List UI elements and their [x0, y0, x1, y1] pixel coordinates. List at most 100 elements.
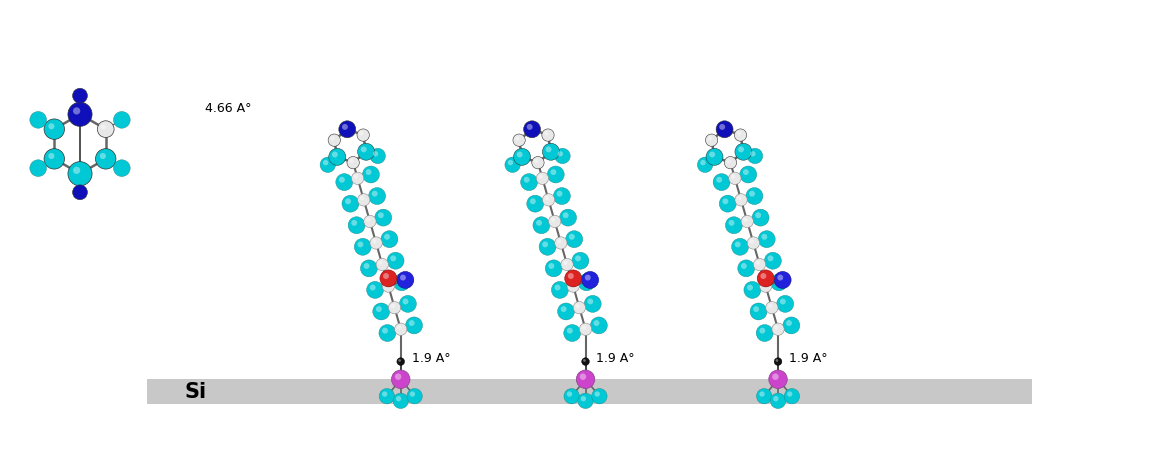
Circle shape — [72, 89, 87, 104]
Circle shape — [399, 296, 416, 313]
Circle shape — [531, 157, 544, 169]
Circle shape — [345, 199, 351, 205]
Circle shape — [393, 274, 411, 291]
Circle shape — [68, 162, 92, 187]
Circle shape — [397, 272, 414, 289]
Circle shape — [584, 296, 601, 313]
Circle shape — [347, 157, 359, 169]
Circle shape — [705, 135, 718, 147]
Circle shape — [68, 103, 92, 127]
Circle shape — [719, 125, 726, 130]
Circle shape — [545, 147, 552, 153]
Circle shape — [759, 328, 765, 334]
Circle shape — [329, 149, 346, 166]
Circle shape — [743, 170, 749, 176]
Circle shape — [765, 253, 781, 269]
Circle shape — [534, 159, 538, 164]
Circle shape — [391, 304, 394, 308]
Circle shape — [767, 256, 774, 262]
Circle shape — [564, 261, 567, 266]
Circle shape — [516, 152, 522, 158]
Circle shape — [378, 261, 383, 266]
Circle shape — [772, 323, 784, 336]
Circle shape — [370, 238, 382, 249]
Circle shape — [539, 239, 557, 256]
Circle shape — [562, 213, 568, 219]
Circle shape — [542, 129, 554, 142]
Circle shape — [758, 231, 775, 248]
Circle shape — [731, 175, 735, 179]
Circle shape — [358, 242, 363, 248]
Circle shape — [752, 210, 769, 227]
Circle shape — [363, 216, 376, 228]
Circle shape — [759, 280, 772, 293]
Circle shape — [384, 283, 389, 287]
Circle shape — [72, 168, 81, 175]
Circle shape — [30, 160, 46, 177]
Circle shape — [580, 323, 592, 336]
Circle shape — [727, 159, 731, 164]
Text: Si: Si — [184, 381, 206, 401]
Circle shape — [378, 213, 384, 219]
Circle shape — [72, 186, 87, 200]
Circle shape — [402, 299, 408, 305]
Circle shape — [369, 188, 385, 205]
Circle shape — [527, 125, 532, 130]
Circle shape — [339, 121, 355, 139]
Circle shape — [713, 174, 730, 191]
Circle shape — [396, 396, 401, 402]
Circle shape — [783, 317, 799, 334]
Circle shape — [716, 178, 722, 183]
Circle shape — [551, 170, 557, 176]
Circle shape — [48, 124, 54, 130]
Circle shape — [336, 174, 353, 191]
Circle shape — [558, 303, 575, 320]
Circle shape — [366, 170, 371, 176]
Circle shape — [760, 274, 766, 279]
Circle shape — [746, 188, 762, 205]
Circle shape — [731, 239, 749, 256]
Circle shape — [772, 374, 779, 380]
Circle shape — [761, 283, 766, 287]
Circle shape — [72, 108, 81, 115]
Circle shape — [515, 137, 520, 141]
Circle shape — [380, 389, 394, 404]
Circle shape — [390, 256, 396, 262]
Circle shape — [376, 307, 382, 312]
Circle shape — [388, 253, 404, 269]
Circle shape — [773, 396, 779, 402]
Circle shape — [582, 326, 586, 330]
Circle shape — [545, 260, 562, 277]
Circle shape — [761, 234, 767, 240]
Circle shape — [777, 275, 783, 281]
Circle shape — [362, 167, 380, 184]
Circle shape — [706, 149, 723, 166]
Circle shape — [350, 159, 353, 164]
Circle shape — [523, 121, 540, 139]
Circle shape — [554, 285, 560, 291]
Circle shape — [568, 274, 574, 279]
Circle shape — [521, 174, 537, 191]
Circle shape — [590, 317, 607, 334]
Circle shape — [382, 280, 394, 293]
Circle shape — [382, 328, 388, 334]
Circle shape — [360, 260, 377, 277]
Circle shape — [523, 178, 530, 183]
Circle shape — [397, 358, 405, 366]
Bar — [147, 379, 1033, 403]
Circle shape — [409, 392, 415, 397]
Circle shape — [748, 149, 762, 164]
Circle shape — [339, 178, 345, 183]
Circle shape — [743, 218, 748, 222]
Circle shape — [100, 154, 106, 160]
Circle shape — [588, 299, 593, 305]
Circle shape — [557, 191, 562, 197]
Circle shape — [98, 121, 114, 138]
Circle shape — [554, 238, 567, 249]
Circle shape — [750, 152, 756, 157]
Circle shape — [408, 320, 415, 327]
Circle shape — [593, 320, 599, 327]
Circle shape — [95, 149, 116, 170]
Circle shape — [567, 280, 580, 293]
Circle shape — [753, 307, 759, 312]
